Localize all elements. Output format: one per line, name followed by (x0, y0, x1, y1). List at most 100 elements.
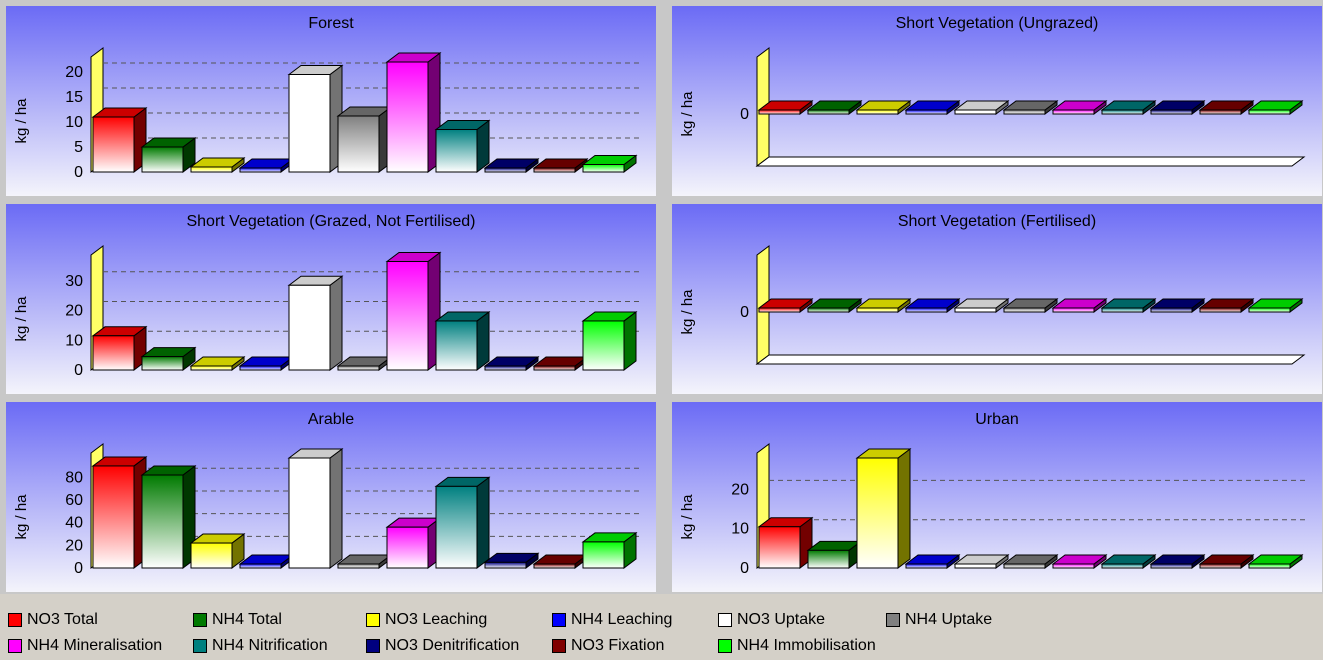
bar-front (141, 356, 184, 371)
legend-item-no3-fixation: NO3 Fixation (552, 636, 664, 656)
bar-front (807, 549, 850, 569)
bar-nh4-immobilisation (1247, 554, 1304, 569)
y-tick-label: 0 (74, 560, 83, 577)
bar-front (190, 542, 233, 569)
bar-no3-total (757, 516, 814, 569)
bar-nh4-uptake (336, 554, 393, 569)
bar-front (856, 457, 899, 569)
chart-arable: Arable 0 20 40 60 80 kg / ha (6, 402, 656, 592)
bar-front (582, 541, 625, 569)
bar-front (582, 164, 625, 173)
bar-nh4-mineralisation (1051, 100, 1108, 115)
y-tick-label: 20 (65, 537, 83, 554)
bar-front (141, 474, 184, 569)
bar-front (484, 167, 527, 173)
chart-forest: Forest 0 5 10 15 20 kg / ha (6, 6, 656, 196)
bar-no3-leaching (189, 356, 246, 371)
legend-label: NO3 Uptake (737, 611, 826, 628)
bar-no3-total (757, 298, 814, 313)
legend-item-nh4-total: NH4 Total (193, 610, 282, 630)
y-axis-label: kg / ha (679, 289, 696, 335)
bar-nh4-mineralisation (1051, 298, 1108, 313)
legend-swatch (8, 613, 22, 627)
bar-front (190, 166, 233, 173)
bar-front (288, 74, 331, 173)
y-axis-label: kg / ha (679, 91, 696, 137)
bar-front (533, 563, 576, 569)
bar-no3-leaching (855, 448, 912, 569)
bar-nh4-nitrification (1100, 554, 1157, 569)
y-axis-label: kg / ha (13, 98, 30, 144)
bar-nh4-immobilisation (581, 310, 638, 371)
bar-front (92, 335, 135, 371)
legend-swatch (366, 613, 380, 627)
bar-front (758, 109, 801, 115)
legend-label: NH4 Immobilisation (737, 637, 876, 654)
y-axis-label: kg / ha (13, 494, 30, 540)
bar-front (905, 109, 948, 115)
bar-no3-denitrification (483, 552, 540, 569)
y-tick-label: 10 (731, 521, 749, 538)
legend-swatch (552, 639, 566, 653)
bar-front (337, 115, 380, 173)
bar-nh4-immobilisation (1247, 100, 1304, 115)
chart-title: Urban (975, 411, 1019, 428)
bar-nh4-total (140, 137, 197, 173)
bar-nh4-nitrification (434, 119, 491, 173)
y-tick-label: 40 (65, 515, 83, 532)
bar-front (239, 365, 282, 371)
legend-swatch (366, 639, 380, 653)
bar-front (533, 167, 576, 173)
bar-nh4-mineralisation (1051, 554, 1108, 569)
bar-no3-total (91, 325, 148, 371)
bar-side (329, 275, 343, 371)
legend-item-no3-uptake: NO3 Uptake (718, 610, 825, 630)
bar-nh4-nitrification (434, 476, 491, 569)
y-tick-label: 0 (74, 362, 83, 379)
bar-nh4-mineralisation (385, 517, 442, 569)
bar-front (1150, 563, 1193, 569)
bar-front (533, 365, 576, 371)
bar-no3-denitrification (1149, 298, 1206, 313)
bar-nh4-mineralisation (385, 52, 442, 173)
legend-swatch (886, 613, 900, 627)
y-tick-label: 0 (740, 304, 749, 321)
bar-front (288, 284, 331, 371)
legend-swatch (193, 639, 207, 653)
bar-front (484, 561, 527, 569)
y-tick-label: 20 (65, 303, 83, 320)
bar-front (337, 563, 380, 569)
bar-front (954, 563, 997, 569)
y-tick-label: 0 (740, 560, 749, 577)
legend-label: NO3 Fixation (571, 637, 665, 654)
bar-nh4-leaching (904, 298, 961, 313)
bar-front (905, 563, 948, 569)
bar-front (190, 365, 233, 371)
chart-title: Forest (308, 15, 354, 32)
bar-front (92, 116, 135, 173)
bar-front (758, 526, 801, 569)
bar-front (1052, 307, 1095, 313)
legend-item-nh4-immobilisation: NH4 Immobilisation (718, 636, 876, 656)
bar-front (807, 109, 850, 115)
legend-label: NO3 Leaching (385, 611, 488, 628)
bar-nh4-total (140, 346, 197, 371)
bar-front (1101, 109, 1144, 115)
legend-swatch (552, 613, 566, 627)
bar-front (905, 307, 948, 313)
bar-nh4-uptake (1002, 298, 1059, 313)
legend-item-no3-total: NO3 Total (8, 610, 98, 630)
bar-front (1052, 563, 1095, 569)
bar-front (1101, 307, 1144, 313)
chart-title: Short Vegetation (Fertilised) (898, 213, 1096, 230)
bar-front (1150, 307, 1193, 313)
bar-front (954, 307, 997, 313)
bar-no3-leaching (189, 533, 246, 569)
bar-no3-total (91, 107, 148, 173)
legend-swatch (8, 639, 22, 653)
bar-front (1101, 563, 1144, 569)
bar-no3-fixation (1198, 100, 1255, 115)
legend-label: NH4 Nitrification (212, 637, 328, 654)
bar-front (386, 61, 429, 173)
bar-no3-denitrification (1149, 554, 1206, 569)
